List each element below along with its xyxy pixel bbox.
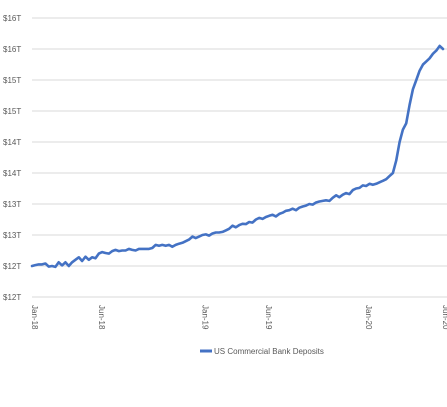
y-tick-label: $16T	[3, 45, 21, 54]
x-tick-label: Jun-18	[97, 305, 106, 330]
y-tick-label: $13T	[3, 200, 21, 209]
y-tick-label: $15T	[3, 76, 21, 85]
legend-label: US Commercial Bank Deposits	[214, 347, 324, 356]
x-tick-label: Jun-19	[264, 305, 273, 330]
x-tick-label: Jan-18	[30, 305, 39, 330]
y-tick-label: $14T	[3, 169, 21, 178]
x-tick-label: Jan-20	[364, 305, 373, 330]
series-layer	[30, 44, 445, 269]
series-line-us-commercial-bank-deposits	[30, 44, 445, 269]
y-axis-ticks: $12T $12T $13T $13T $14T $14T $15T $15T $16T $16T	[3, 14, 21, 302]
y-tick-label: $14T	[3, 138, 21, 147]
x-tick-label: Jan-19	[200, 305, 209, 330]
legend: US Commercial Bank Deposits	[200, 347, 324, 356]
x-axis-ticks: Jan-18 Jun-18 Jan-19 Jun-19 Jan-20 Jun-20	[30, 305, 447, 330]
x-tick-label: Jun-20	[441, 305, 447, 330]
y-tick-label: $12T	[3, 262, 21, 271]
grid-lines	[32, 17, 447, 298]
y-tick-label: $16T	[3, 14, 21, 23]
y-tick-label: $12T	[3, 293, 21, 302]
y-tick-label: $13T	[3, 231, 21, 240]
y-tick-label: $15T	[3, 107, 21, 116]
